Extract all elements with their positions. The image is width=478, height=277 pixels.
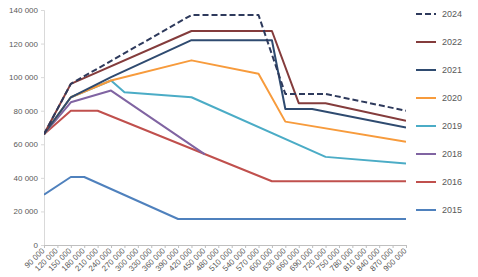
legend-entry: 2022 — [416, 37, 462, 47]
legend-swatch — [416, 125, 436, 127]
y-tick-mark — [41, 10, 44, 11]
x-tick-mark — [111, 245, 112, 248]
series-line — [44, 40, 406, 134]
legend-entry: 2021 — [416, 65, 462, 75]
legend-swatch — [416, 209, 436, 211]
x-tick-mark — [272, 245, 273, 248]
y-tick-label: 60 000 — [14, 140, 39, 149]
legend-swatch — [416, 181, 436, 183]
legend-entry: 2024 — [416, 9, 462, 19]
x-tick: 900 000 — [382, 245, 409, 273]
legend-swatch — [416, 153, 436, 155]
y-tick-label: 120 000 — [9, 40, 38, 49]
x-tick-mark — [379, 245, 380, 248]
y-tick-label: 20 000 — [14, 207, 39, 216]
y-tick: 40 000 — [14, 174, 44, 183]
y-tick: 60 000 — [14, 140, 44, 149]
legend-label: 2021 — [442, 65, 462, 75]
y-axis: 020 00040 00060 00080 000100 000120 0001… — [9, 6, 44, 250]
x-tick-mark — [245, 245, 246, 248]
legend-entry: 2016 — [416, 177, 462, 187]
y-tick-mark — [41, 77, 44, 78]
legend-entry: 2015 — [416, 205, 462, 215]
x-axis: 90 000120 000150 000180 000210 000240 00… — [23, 245, 409, 273]
legend-label: 2015 — [442, 205, 462, 215]
plot-area — [44, 15, 406, 219]
x-tick-mark — [138, 245, 139, 248]
y-axis-line — [41, 11, 45, 246]
y-tick: 140 000 — [9, 6, 44, 15]
y-tick: 80 000 — [14, 107, 44, 116]
x-tick-mark — [44, 245, 45, 248]
legend-label: 2024 — [442, 9, 462, 19]
series-line — [44, 81, 406, 164]
legend-label: 2016 — [442, 177, 462, 187]
x-tick-mark — [165, 245, 166, 248]
y-tick-label: 140 000 — [9, 6, 38, 15]
x-tick-mark — [352, 245, 353, 248]
x-tick-mark — [218, 245, 219, 248]
legend-label: 2022 — [442, 37, 462, 47]
y-tick-mark — [41, 144, 44, 145]
x-tick-mark — [98, 245, 99, 248]
y-tick: 20 000 — [14, 207, 44, 216]
series-line — [44, 111, 406, 182]
series-line — [44, 31, 406, 134]
x-tick-mark — [312, 245, 313, 248]
y-tick-mark — [41, 44, 44, 45]
y-tick-label: 100 000 — [9, 73, 38, 82]
x-tick-mark — [339, 245, 340, 248]
x-tick-mark — [299, 245, 300, 248]
y-tick-mark — [41, 245, 44, 246]
x-tick-mark — [205, 245, 206, 248]
chart: 020 00040 00060 00080 000100 000120 0001… — [0, 0, 478, 277]
legend: 2024 2022 2021 2020 2019 2018 2016 2015 — [416, 9, 462, 215]
x-tick-mark — [393, 245, 394, 248]
legend-label: 2019 — [442, 121, 462, 131]
x-tick-mark — [191, 245, 192, 248]
legend-label: 2020 — [442, 93, 462, 103]
x-tick-mark — [151, 245, 152, 248]
x-tick-mark — [57, 245, 58, 248]
y-tick-label: 40 000 — [14, 174, 39, 183]
y-tick: 100 000 — [9, 73, 44, 82]
legend-label: 2018 — [442, 149, 462, 159]
x-tick-mark — [84, 245, 85, 248]
x-tick-mark — [259, 245, 260, 248]
series-line — [44, 177, 406, 219]
y-tick-label: 80 000 — [14, 107, 39, 116]
legend-swatch — [416, 13, 436, 15]
y-tick-mark — [41, 178, 44, 179]
x-tick-mark — [366, 245, 367, 248]
y-tick-mark — [41, 111, 44, 112]
x-tick-mark — [285, 245, 286, 248]
y-tick: 120 000 — [9, 40, 44, 49]
x-tick-mark — [406, 245, 407, 248]
y-tick-mark — [41, 211, 44, 212]
legend-swatch — [416, 97, 436, 99]
legend-entry: 2020 — [416, 93, 462, 103]
legend-swatch — [416, 69, 436, 71]
x-tick-label: 900 000 — [382, 246, 409, 273]
legend-swatch — [416, 41, 436, 43]
x-tick-mark — [124, 245, 125, 248]
series-line — [44, 15, 406, 134]
legend-entry: 2018 — [416, 149, 462, 159]
x-tick-mark — [326, 245, 327, 248]
x-tick-mark — [71, 245, 72, 248]
x-tick-mark — [232, 245, 233, 248]
x-tick-mark — [178, 245, 179, 248]
legend-entry: 2019 — [416, 121, 462, 131]
